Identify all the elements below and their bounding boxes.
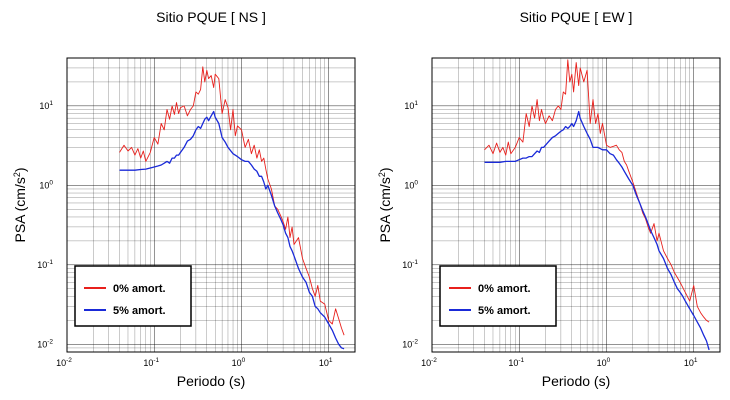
y-tick-label: 100 (404, 179, 418, 190)
x-axis-label: Periodo (s) (177, 373, 245, 389)
y-tick-label: 10-1 (37, 259, 53, 270)
legend-label: 0% amort. (113, 283, 166, 295)
x-tick-label: 101 (319, 357, 333, 368)
x-tick-label: 101 (684, 357, 698, 368)
legend-box (74, 265, 192, 327)
legend-label: 5% amort. (113, 305, 166, 317)
series-line-undamped (484, 59, 710, 323)
chart-title: Sitio PQUE [ NS ] (156, 9, 266, 25)
x-tick-label: 10-1 (508, 357, 524, 368)
x-tick-label: 10-2 (56, 357, 72, 368)
chart-panel-ew: Sitio PQUE [ EW ] 10-2 10-1 100 101 10-2 10-1 1… (377, 9, 721, 389)
chart-panel-ns: Sitio PQUE [ NS ] 10-2 10-1 100 101 10-2 10-1 1… (12, 9, 356, 389)
chart-title: Sitio PQUE [ EW ] (520, 9, 633, 25)
legend-label: 0% amort. (478, 283, 531, 295)
series-line-damped (484, 110, 710, 351)
y-tick-label: 10-1 (402, 259, 418, 270)
x-tick-label: 100 (232, 357, 246, 368)
y-tick-label: 101 (404, 100, 418, 111)
plot-frame (66, 57, 356, 353)
series-line-undamped (119, 66, 345, 336)
plot-frame (431, 57, 721, 353)
x-tick-label: 100 (597, 357, 611, 368)
y-axis-label: PSA (cm/s2) (12, 167, 28, 242)
x-axis-label: Periodo (s) (542, 373, 610, 389)
y-tick-label: 101 (39, 100, 53, 111)
legend: 0% amort. 5% amort. (439, 265, 557, 327)
y-axis-label: PSA (cm/s2) (377, 167, 393, 242)
x-tick-label: 10-2 (421, 357, 437, 368)
y-tick-label: 100 (39, 179, 53, 190)
x-tick-label: 10-1 (143, 357, 159, 368)
legend-label: 5% amort. (478, 305, 531, 317)
y-tick-label: 10-2 (402, 338, 418, 349)
legend-box (439, 265, 557, 327)
legend: 0% amort. 5% amort. (74, 265, 192, 327)
y-tick-label: 10-2 (37, 338, 53, 349)
series-line-damped (119, 110, 345, 350)
